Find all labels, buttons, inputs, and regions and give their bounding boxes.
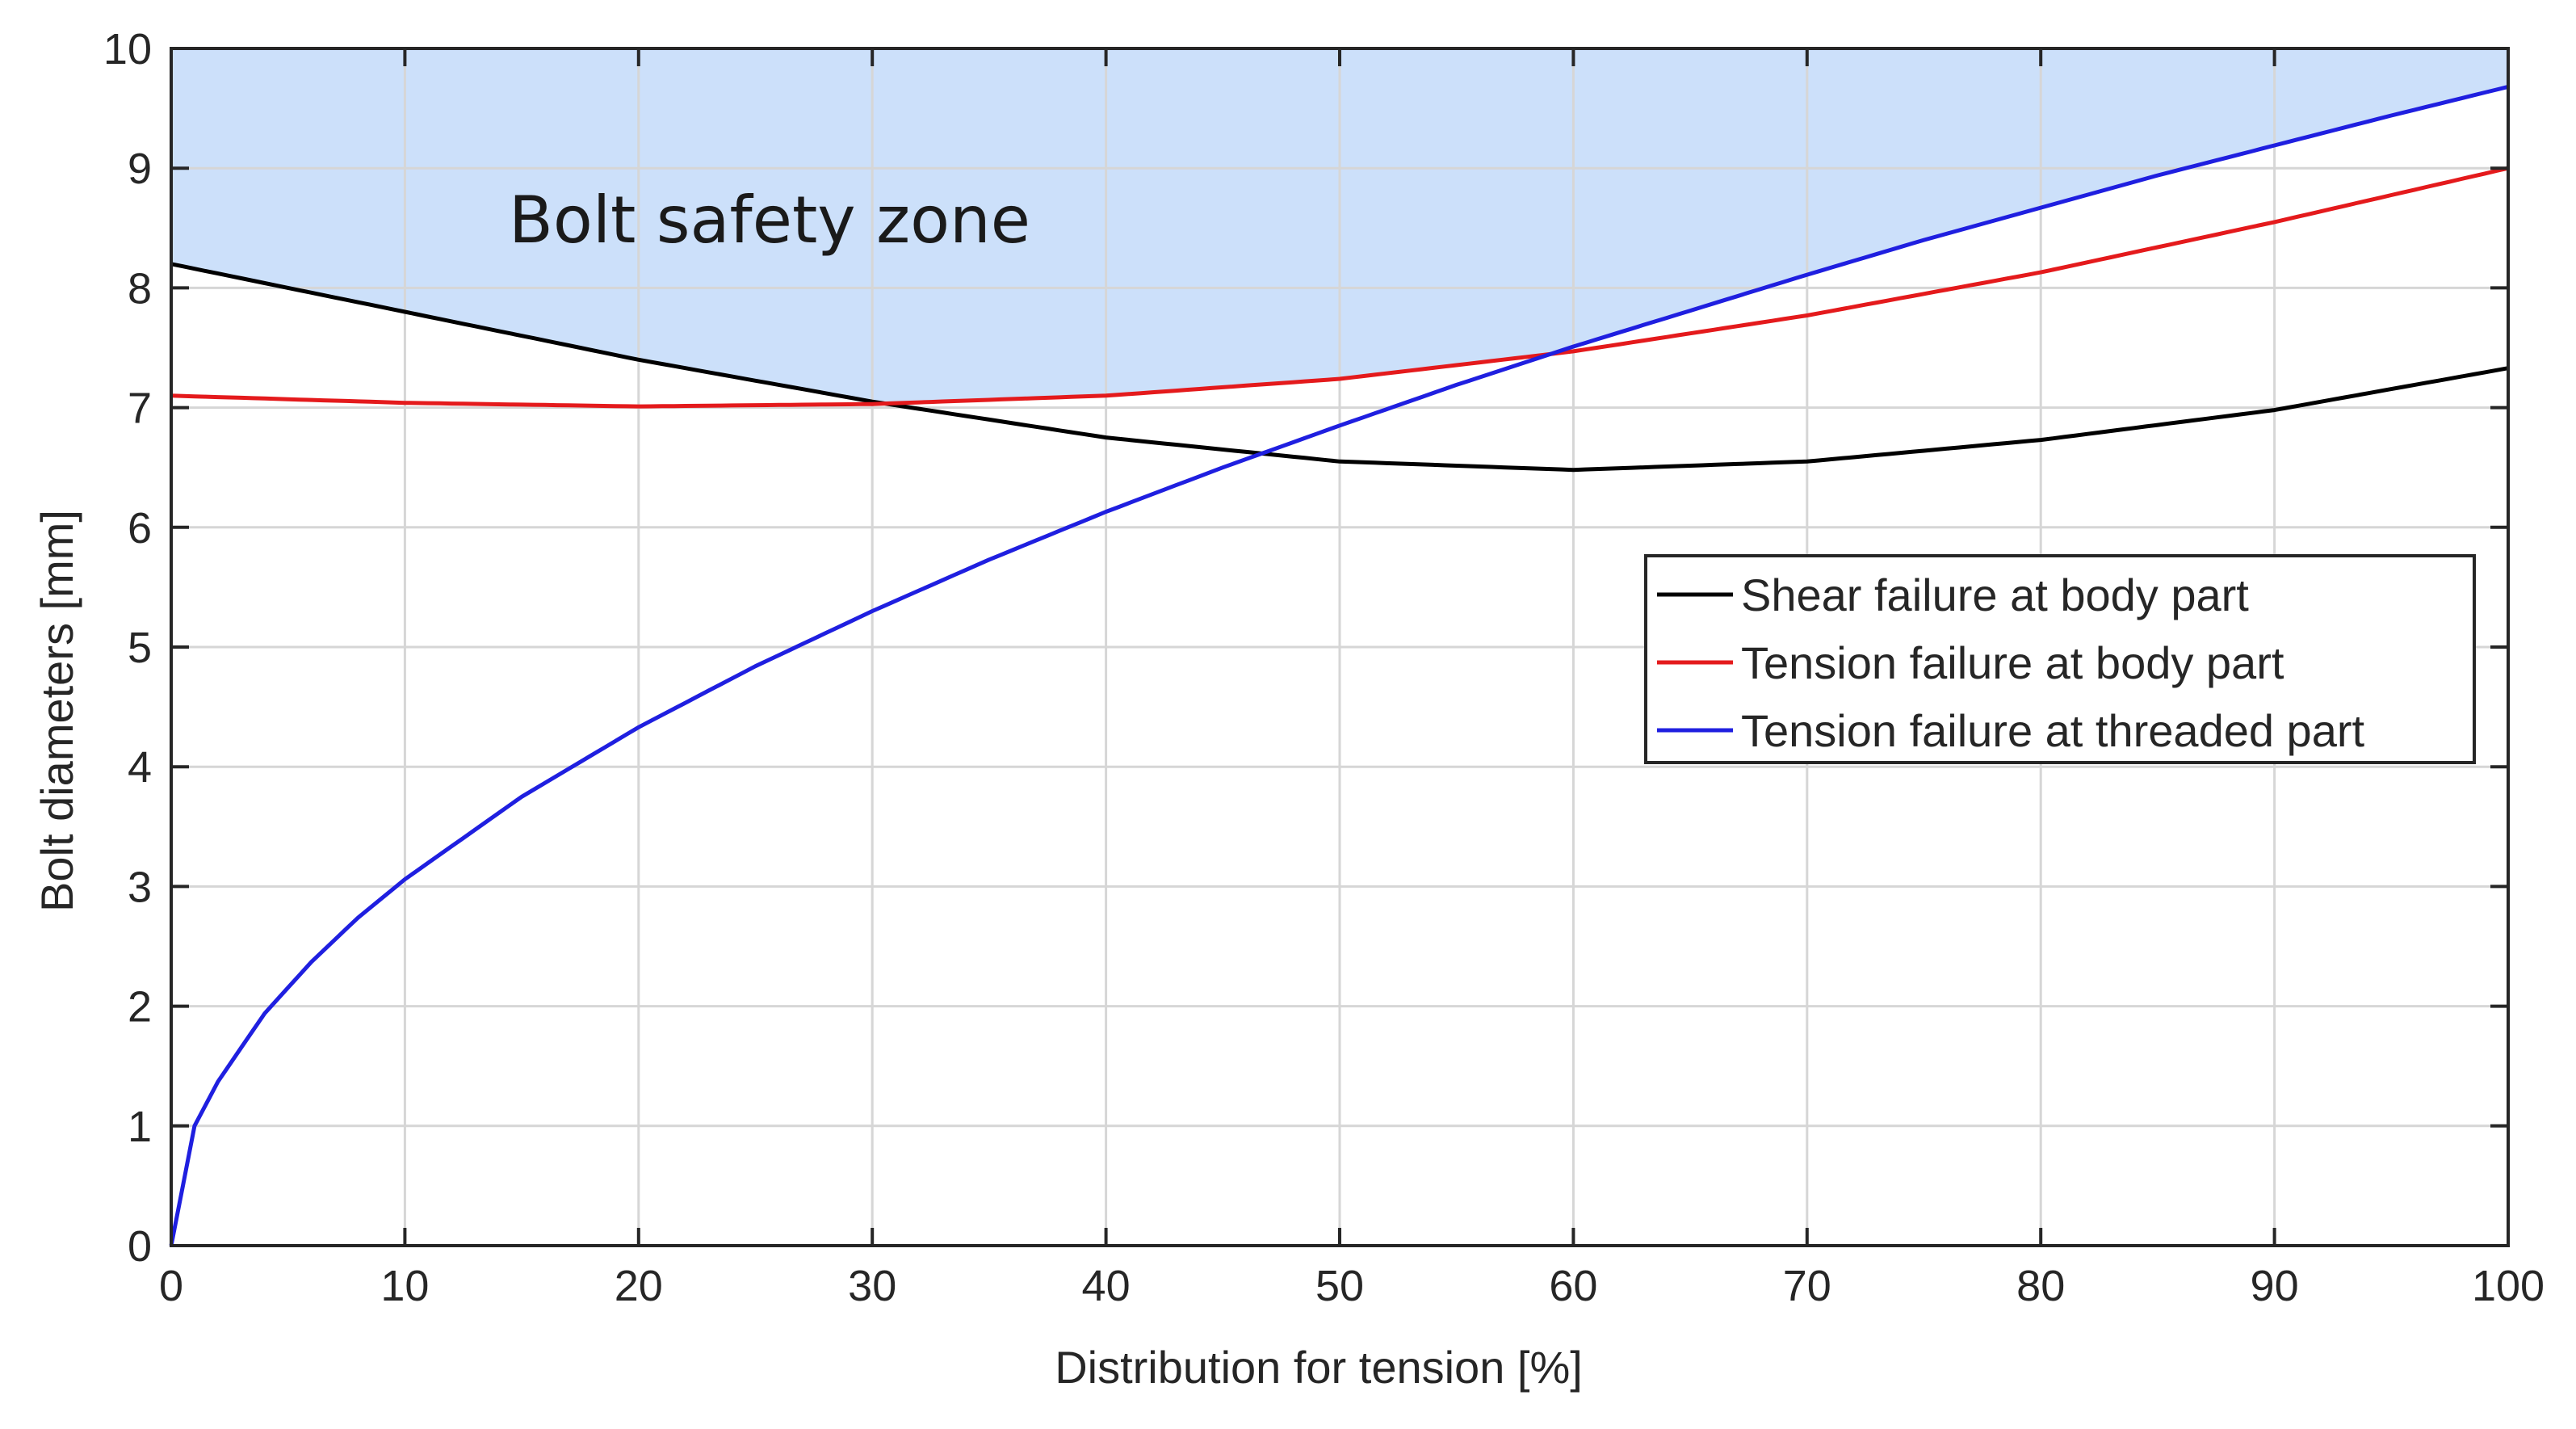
y-tick-label: 6 (128, 504, 152, 553)
y-tick-label: 1 (128, 1103, 152, 1151)
series-line-1 (170, 262, 2509, 473)
legend-box (1644, 554, 2476, 764)
x-tick-label: 0 (159, 1262, 183, 1310)
legend-label-2: Tension failure at body part (1741, 637, 2284, 688)
x-tick-label: 50 (1315, 1262, 1364, 1310)
x-tick-label: 40 (1082, 1262, 1131, 1310)
tick-layer: 0 10 20 30 40 50 60 70 80 90 100 0 1 2 3 4 5 6 7 8 9 10 (103, 25, 2545, 1310)
legend-label-1: Shear failure at body part (1741, 569, 2249, 620)
y-tick-label: 9 (128, 145, 152, 193)
series-layer (169, 84, 2509, 1246)
legend-label-3: Tension failure at threaded part (1741, 705, 2364, 756)
legend: Shear failure at body part Tension failur… (1644, 554, 2476, 764)
y-tick-label: 4 (128, 743, 152, 792)
y-tick-label: 5 (128, 624, 152, 672)
x-tick-label: 20 (615, 1262, 663, 1310)
y-axis-label: Bolt diameters [mm] (31, 510, 82, 912)
y-tick-label: 8 (128, 264, 152, 313)
x-tick-label: 10 (380, 1262, 429, 1310)
x-tick-label: 80 (2016, 1262, 2065, 1310)
x-tick-label: 90 (2251, 1262, 2299, 1310)
x-axis-label: Distribution for tension [%] (1055, 1342, 1583, 1393)
x-tick-label: 30 (848, 1262, 896, 1310)
y-tick-label: 3 (128, 863, 152, 911)
series-line-2 (170, 166, 2509, 409)
x-tick-label: 70 (1783, 1262, 1831, 1310)
zone-annotation: Bolt safety zone (509, 183, 1030, 258)
y-tick-label: 10 (103, 25, 152, 74)
series-line-3 (169, 84, 2509, 1246)
y-tick-label: 2 (128, 983, 152, 1032)
y-tick-label: 7 (128, 385, 152, 433)
y-tick-label: 0 (128, 1222, 152, 1271)
x-tick-label: 100 (2472, 1262, 2545, 1310)
x-tick-label: 60 (1549, 1262, 1597, 1310)
